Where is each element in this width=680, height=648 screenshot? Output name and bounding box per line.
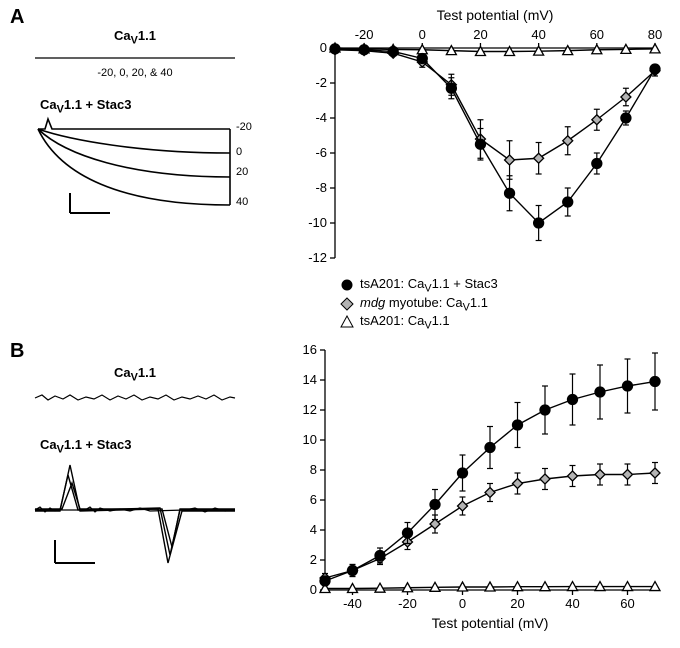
trace-b-bot-title: CaV1.1 + Stac3: [40, 437, 240, 456]
trace-a-top-sub: -20, 0, 20, & 40: [30, 67, 240, 79]
svg-text:16: 16: [303, 342, 317, 357]
svg-text:0: 0: [419, 27, 426, 42]
svg-text:-8: -8: [315, 180, 327, 195]
svg-text:40: 40: [236, 196, 248, 208]
chart-b: -40-2002040600246810121416Test potential…: [265, 340, 670, 640]
legend-label-2: mdg myotube: CaV1.1: [360, 295, 488, 314]
trace-a-bot-svg: -20 0 20 40: [30, 115, 260, 225]
chart-a: -200204060800-2-4-6-8-10-12Test potentia…: [280, 8, 670, 268]
svg-text:Test potential (mV): Test potential (mV): [437, 8, 554, 23]
svg-text:60: 60: [620, 596, 634, 611]
svg-text:0: 0: [459, 596, 466, 611]
svg-text:0: 0: [236, 146, 242, 158]
svg-text:-12: -12: [308, 250, 327, 265]
svg-text:Test potential (mV): Test potential (mV): [432, 615, 549, 631]
legend: tsA201: CaV1.1 + Stac3 mdg myotube: CaV1…: [340, 276, 498, 332]
legend-item-2: mdg myotube: CaV1.1: [340, 295, 498, 314]
trace-b-bot-svg: [30, 455, 240, 575]
panel-a-traces: CaV1.1 -20, 0, 20, & 40 CaV1.1 + Stac3 -…: [30, 28, 240, 225]
chart-b-svg: -40-2002040600246810121416Test potential…: [265, 340, 670, 640]
svg-text:-10: -10: [308, 215, 327, 230]
svg-text:-20: -20: [355, 27, 374, 42]
trace-a-top-svg: [30, 47, 240, 69]
svg-text:20: 20: [236, 166, 248, 178]
svg-text:20: 20: [510, 596, 524, 611]
legend-label-3: tsA201: CaV1.1: [360, 313, 450, 332]
trace-b-top-title: CaV1.1: [30, 365, 240, 384]
svg-text:20: 20: [473, 27, 487, 42]
svg-text:40: 40: [531, 27, 545, 42]
svg-text:4: 4: [310, 522, 317, 537]
svg-text:40: 40: [565, 596, 579, 611]
svg-text:6: 6: [310, 492, 317, 507]
panel-b-traces: CaV1.1 CaV1.1 + Stac3: [30, 365, 240, 575]
svg-text:14: 14: [303, 372, 317, 387]
svg-text:60: 60: [590, 27, 604, 42]
legend-item-3: tsA201: CaV1.1: [340, 313, 498, 332]
trace-b-top-svg: [30, 384, 240, 412]
chart-a-svg: -200204060800-2-4-6-8-10-12Test potentia…: [280, 8, 670, 268]
panel-b-label: B: [10, 340, 24, 363]
legend-label-1: tsA201: CaV1.1 + Stac3: [360, 276, 498, 295]
svg-text:0: 0: [320, 40, 327, 55]
panel-a-label: A: [10, 6, 24, 29]
svg-text:-20: -20: [398, 596, 417, 611]
svg-text:-40: -40: [343, 596, 362, 611]
svg-text:0: 0: [310, 582, 317, 597]
svg-text:2: 2: [310, 552, 317, 567]
legend-item-1: tsA201: CaV1.1 + Stac3: [340, 276, 498, 295]
svg-text:-20: -20: [236, 121, 252, 133]
trace-a-bot-title: CaV1.1 + Stac3: [40, 97, 240, 116]
svg-text:80: 80: [648, 27, 662, 42]
trace-a-top-title: CaV1.1: [30, 28, 240, 47]
